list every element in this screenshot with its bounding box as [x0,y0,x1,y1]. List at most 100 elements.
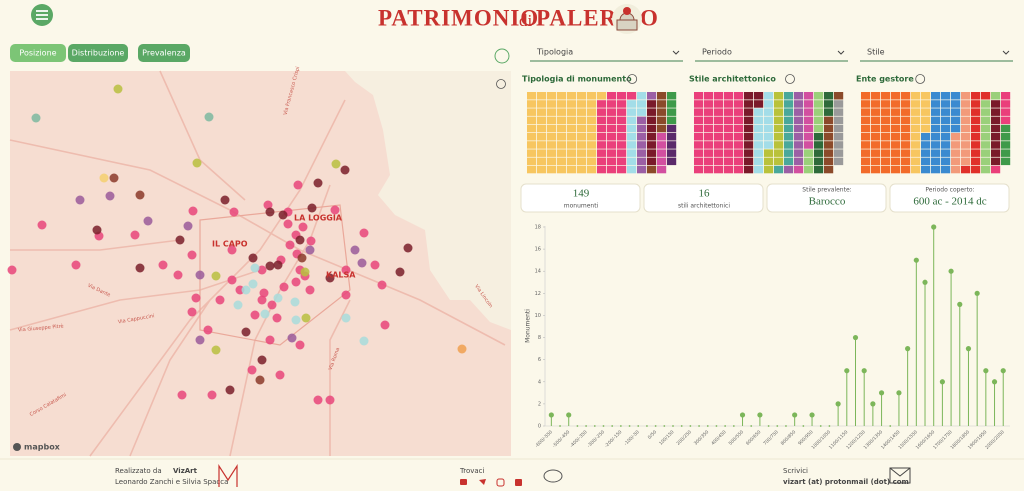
monument-dot[interactable] [255,375,265,385]
monument-dot[interactable] [287,333,297,343]
monument-dot[interactable] [109,173,119,183]
monument-dot[interactable] [301,313,311,323]
monument-dot[interactable] [297,253,307,263]
monument-dot[interactable] [177,390,187,400]
monument-dot[interactable] [99,173,109,183]
monument-dot[interactable] [273,260,283,270]
tab[interactable] [138,44,190,62]
monument-dot[interactable] [330,205,340,215]
monument-dot[interactable] [275,370,285,380]
monument-dot[interactable] [204,112,214,122]
monument-dot[interactable] [227,245,237,255]
tab[interactable] [68,44,128,62]
behance-icon[interactable] [460,479,467,485]
monument-dot[interactable] [130,230,140,240]
monument-dot[interactable] [380,320,390,330]
filter-caret[interactable] [1002,50,1010,55]
monument-dot[interactable] [341,313,351,323]
monument-dot[interactable] [359,228,369,238]
mail-icon[interactable] [889,467,911,484]
monument-dot[interactable] [211,345,221,355]
tab[interactable] [10,44,66,62]
monument-dot[interactable] [220,195,230,205]
monument-dot[interactable] [298,222,308,232]
monument-dot[interactable] [241,285,251,295]
monument-dot[interactable] [7,265,17,275]
monument-dot[interactable] [37,220,47,230]
info-icon[interactable] [915,74,926,84]
monument-dot[interactable] [187,250,197,260]
monument-dot[interactable] [285,240,295,250]
monument-dot[interactable] [187,307,197,317]
monument-dot[interactable] [359,336,369,346]
monument-dot[interactable] [325,395,335,405]
monument-dot[interactable] [305,285,315,295]
monument-dot[interactable] [278,210,288,220]
monument-dot[interactable] [31,113,41,123]
instagram-icon[interactable] [496,478,505,487]
monument-dot[interactable] [341,290,351,300]
filter-caret[interactable] [837,50,845,55]
monument-dot[interactable] [295,235,305,245]
home-button[interactable] [494,48,510,64]
monument-dot[interactable] [279,282,289,292]
monument-dot[interactable] [341,265,351,275]
monument-dot[interactable] [340,165,350,175]
monument-dot[interactable] [183,221,193,231]
facebook-icon[interactable] [515,479,522,486]
monument-dot[interactable] [143,216,153,226]
monument-dot[interactable] [293,180,303,190]
monument-dot[interactable] [313,178,323,188]
monument-dot[interactable] [113,84,123,94]
monument-dot[interactable] [71,260,81,270]
monument-dot[interactable] [248,279,258,289]
monument-dot[interactable] [188,206,198,216]
twitter-icon[interactable] [479,479,486,485]
monument-dot[interactable] [92,225,102,235]
filter-caret[interactable] [672,50,680,55]
monument-dot[interactable] [395,267,405,277]
monument-dot[interactable] [135,190,145,200]
monument-dot[interactable] [457,344,467,354]
monument-dot[interactable] [260,309,270,319]
monument-dot[interactable] [175,235,185,245]
monument-dot[interactable] [290,297,300,307]
monument-dot[interactable] [250,263,260,273]
monument-dot[interactable] [135,263,145,273]
monument-dot[interactable] [241,327,251,337]
monument-dot[interactable] [227,275,237,285]
monument-dot[interactable] [370,260,380,270]
monument-dot[interactable] [306,236,316,246]
monument-dot[interactable] [203,325,213,335]
monument-dot[interactable] [263,200,273,210]
info-icon[interactable] [785,74,795,84]
monument-dot[interactable] [158,260,168,270]
monument-dot[interactable] [173,270,183,280]
map-info-icon[interactable] [496,79,506,89]
monument-dot[interactable] [257,355,267,365]
monument-dot[interactable] [265,261,275,271]
monument-dot[interactable] [272,313,282,323]
chat-icon[interactable] [543,469,563,483]
monument-dot[interactable] [291,315,301,325]
monument-dot[interactable] [105,191,115,201]
monument-dot[interactable] [75,195,85,205]
monument-dot[interactable] [305,245,315,255]
monument-dot[interactable] [248,253,258,263]
monument-dot[interactable] [195,270,205,280]
monument-dot[interactable] [307,203,317,213]
monument-dot[interactable] [233,300,243,310]
monument-dot[interactable] [265,335,275,345]
monument-dot[interactable] [259,288,269,298]
monument-dot[interactable] [313,395,323,405]
monument-dot[interactable] [403,243,413,253]
monument-dot[interactable] [225,385,235,395]
monument-dot[interactable] [357,258,367,268]
info-icon[interactable] [627,74,638,84]
monument-dot[interactable] [195,335,205,345]
monument-dot[interactable] [283,219,293,229]
monument-dot[interactable] [291,277,301,287]
monument-dot[interactable] [229,207,239,217]
monument-dot[interactable] [325,273,335,283]
monument-dot[interactable] [265,207,275,217]
